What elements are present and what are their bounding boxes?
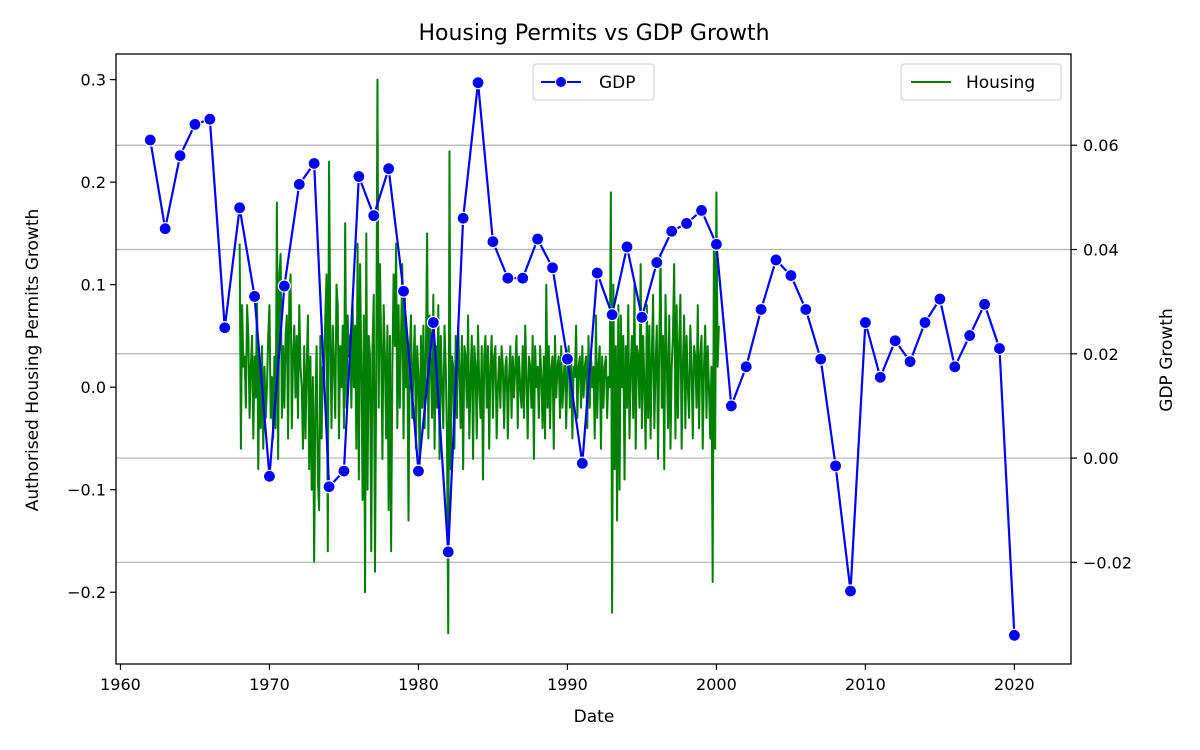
- gdp-point: [650, 255, 664, 270]
- gdp-legend-box: [532, 63, 655, 101]
- housing-legend: Housing: [900, 63, 1062, 101]
- x-tick-label: 1990: [547, 675, 588, 694]
- gdp-legend-label: GDP: [599, 73, 636, 93]
- gdp-point: [665, 224, 679, 238]
- left-tick-label: −0.2: [67, 583, 106, 602]
- chart-title: Housing Permits vs GDP Growth: [418, 21, 769, 46]
- x-tick-label: 1960: [100, 675, 141, 694]
- gdp-point: [799, 302, 813, 317]
- gdp-point: [769, 253, 783, 267]
- housing-legend-label: Housing: [966, 73, 1035, 93]
- gdp-point: [292, 177, 306, 191]
- left-y-axis: −0.2 −0.1 0.0 0.1 0.2 0.3: [67, 71, 116, 602]
- gdp-legend: GDP: [532, 63, 655, 101]
- gdp-point: [680, 216, 694, 231]
- gdp-point: [516, 271, 530, 285]
- gdp-point: [411, 464, 426, 478]
- x-axis: 1960 1970 1980 1990 2000 2010 2020: [100, 664, 1035, 694]
- right-tick-label: −0.02: [1083, 553, 1132, 572]
- gdp-point: [352, 169, 366, 184]
- gdp-legend-marker: [555, 76, 567, 88]
- gdp-point: [977, 297, 992, 311]
- gdp-point: [963, 328, 977, 343]
- x-tick-label: 2000: [696, 675, 737, 694]
- gdp-point: [173, 149, 187, 163]
- gdp-point: [441, 545, 455, 559]
- gdp-point: [575, 456, 589, 470]
- gdp-point: [531, 232, 545, 246]
- left-tick-label: 0.3: [81, 71, 106, 90]
- gdp-point: [560, 352, 575, 366]
- left-tick-label: 0.1: [81, 276, 106, 295]
- gdp-point: [322, 480, 336, 494]
- gdp-point: [367, 209, 381, 223]
- gdp-point: [545, 261, 560, 275]
- x-tick-label: 2010: [845, 675, 886, 694]
- gdp-point: [218, 321, 232, 335]
- gdp-series: [143, 76, 1021, 642]
- gdp-point: [784, 268, 798, 283]
- gdp-point: [590, 266, 604, 280]
- left-tick-label: 0.2: [81, 173, 106, 192]
- gdp-point: [754, 302, 768, 317]
- right-tick-label: 0.04: [1083, 241, 1119, 260]
- housing-series: [238, 78, 720, 635]
- gdp-point: [829, 459, 843, 473]
- right-tick-label: 0.00: [1083, 449, 1119, 468]
- gdp-point: [709, 237, 724, 251]
- gdp-point: [605, 308, 619, 322]
- right-y-axis-label: GDP Growth: [1157, 308, 1177, 411]
- left-y-axis-label: Authorised Housing Permits Growth: [23, 209, 43, 512]
- gdp-point: [694, 203, 709, 218]
- gdp-point: [396, 284, 411, 298]
- gdp-point: [143, 133, 157, 147]
- right-tick-label: 0.02: [1083, 345, 1119, 364]
- right-tick-label: 0.06: [1083, 136, 1119, 155]
- gdp-point: [814, 352, 828, 366]
- x-axis-label: Date: [574, 707, 615, 727]
- gdp-point: [203, 112, 217, 126]
- left-tick-label: −0.1: [67, 481, 106, 500]
- gdp-point: [233, 201, 247, 215]
- gdp-point: [247, 289, 262, 304]
- gdp-point: [888, 334, 902, 348]
- gdp-point: [486, 235, 500, 249]
- gdp-point: [262, 469, 277, 483]
- gdp-point: [739, 360, 753, 374]
- right-y-axis: −0.02 0.00 0.02 0.04 0.06: [1071, 136, 1132, 572]
- gdp-point: [188, 117, 202, 131]
- x-tick-label: 1980: [398, 675, 439, 694]
- gdp-point: [635, 310, 649, 324]
- gdp-point: [456, 211, 470, 225]
- gdp-point: [1007, 628, 1021, 642]
- gdp-point: [873, 370, 887, 384]
- gdp-point: [382, 162, 396, 176]
- plot-frame: [115, 53, 1072, 665]
- x-tick-label: 1970: [249, 675, 290, 694]
- gdp-point: [277, 279, 291, 293]
- housing-legend-box: [900, 63, 1062, 101]
- gdp-point: [948, 360, 962, 374]
- gdp-point: [858, 315, 872, 330]
- gdp-point: [307, 156, 321, 171]
- gdp-point: [337, 464, 351, 478]
- gdp-point: [724, 399, 738, 413]
- gdp-point: [620, 240, 634, 254]
- gdp-point: [933, 292, 947, 306]
- gdp-point: [471, 76, 485, 90]
- gdp-point: [843, 584, 858, 598]
- gdp-point: [903, 355, 917, 369]
- gdp-point: [501, 271, 515, 285]
- gdp-point: [992, 341, 1007, 356]
- left-tick-label: 0.0: [81, 378, 106, 397]
- x-tick-label: 2020: [994, 675, 1035, 694]
- gdp-point: [426, 315, 440, 330]
- housing-line: [238, 78, 720, 635]
- gdp-point: [918, 315, 932, 330]
- gdp-point: [158, 222, 172, 236]
